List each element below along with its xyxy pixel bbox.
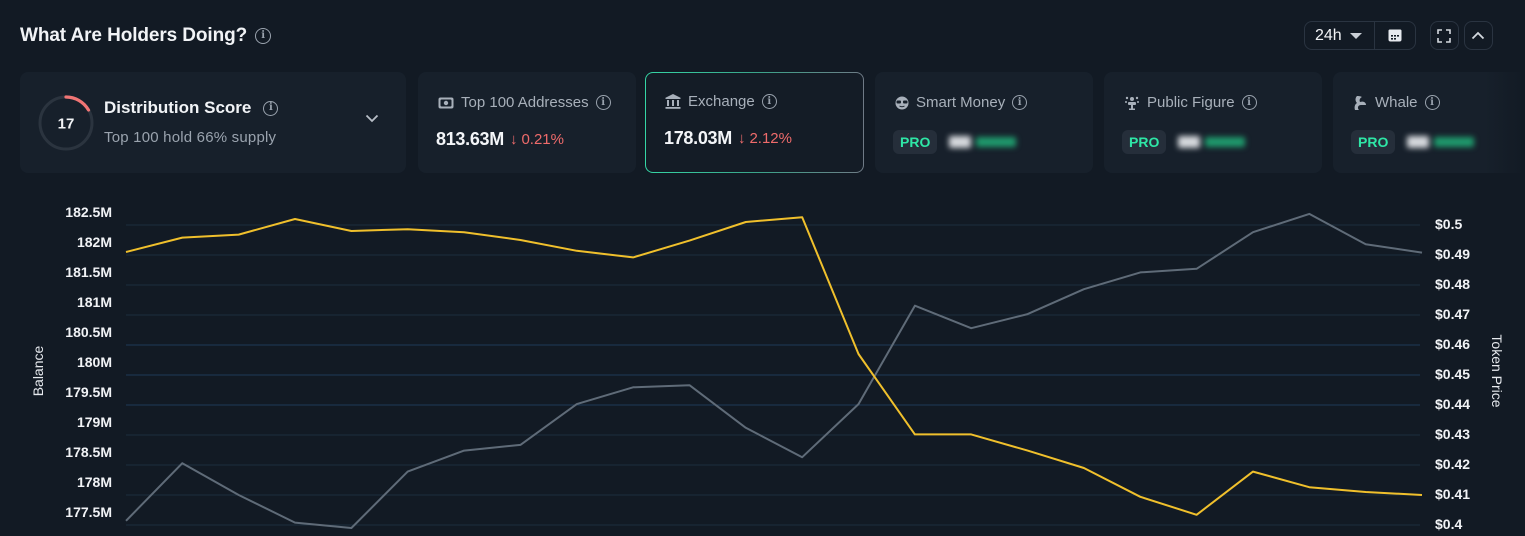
left-axis-tick: 180M <box>76 354 112 370</box>
locked-value <box>1407 136 1475 148</box>
right-axis-tick: $0.45 <box>1435 366 1471 382</box>
distribution-title: Distribution Score <box>104 98 252 117</box>
top100-addresses-card[interactable]: Top 100 Addresses i 813.63M ↓ 0.21% <box>418 72 636 173</box>
top100-change: ↓ 0.21% <box>509 131 564 148</box>
left-axis-tick: 182M <box>76 234 112 250</box>
exchange-change: ↓ 2.12% <box>737 130 792 147</box>
right-axis-tick: $0.41 <box>1435 486 1471 502</box>
locked-value <box>1178 136 1246 148</box>
calendar-icon <box>1388 29 1402 42</box>
left-axis-tick: 180.5M <box>65 324 112 340</box>
top100-label: Top 100 Addresses <box>461 94 589 111</box>
exchange-label: Exchange <box>688 93 755 110</box>
token-price-line[interactable] <box>125 212 1423 529</box>
balance-line[interactable] <box>125 216 1423 516</box>
category-cards: 17 Distribution Score i Top 100 hold 66%… <box>20 72 1525 173</box>
podium-icon <box>1125 96 1139 110</box>
right-axis-tick: $0.46 <box>1435 336 1471 352</box>
collapse-button[interactable] <box>1463 21 1493 50</box>
info-icon[interactable]: i <box>595 95 611 110</box>
right-axis-tick: $0.42 <box>1435 456 1471 472</box>
right-axis-tick: $0.44 <box>1435 396 1471 412</box>
right-axis-tick: $0.4 <box>1435 516 1463 532</box>
info-icon[interactable]: i <box>761 94 777 109</box>
public-figure-label: Public Figure <box>1147 94 1235 111</box>
whale-label: Whale <box>1375 94 1418 111</box>
panel-title: What Are Holders Doing? <box>20 25 248 46</box>
pro-badge[interactable]: PRO <box>893 130 938 154</box>
time-range-group: 24h <box>1304 21 1416 50</box>
chart-plot-area[interactable] <box>0 195 1525 536</box>
top100-value: 813.63M <box>436 129 504 149</box>
left-axis-tick: 182.5M <box>65 204 112 220</box>
pro-badge[interactable]: PRO <box>1122 130 1167 154</box>
left-axis-tick: 181.5M <box>65 264 112 280</box>
distribution-score-card[interactable]: 17 Distribution Score i Top 100 hold 66%… <box>20 72 406 173</box>
caret-down-icon <box>1349 32 1362 39</box>
left-axis-tick: 179M <box>76 414 112 430</box>
right-axis-tick: $0.47 <box>1435 306 1471 322</box>
info-icon[interactable]: i <box>1424 95 1440 110</box>
exchange-value: 178.03M <box>664 128 732 148</box>
calendar-button[interactable] <box>1375 22 1415 49</box>
distribution-score-value: 17 <box>58 116 75 133</box>
left-axis-tick: 178.5M <box>65 444 112 460</box>
info-icon[interactable]: i <box>1241 95 1257 110</box>
smart-money-card[interactable]: Smart Money i PRO <box>875 72 1093 173</box>
right-axis-tick: $0.43 <box>1435 426 1471 442</box>
distribution-gauge: 17 <box>38 95 94 151</box>
scroll-fade <box>1485 72 1525 173</box>
fullscreen-button[interactable] <box>1429 21 1459 50</box>
panel-header: What Are Holders Doing? i <box>20 22 272 50</box>
balance-price-chart: 182.5M 182M 181.5M 181M 180.5M 180M 179.5M 179M… <box>0 195 1525 536</box>
left-axis-tick: 179.5M <box>65 384 112 400</box>
whale-icon <box>1354 95 1366 110</box>
locked-value <box>949 136 1017 148</box>
distribution-subtitle: Top 100 hold 66% supply <box>104 129 277 146</box>
left-axis-tick: 177.5M <box>65 504 112 520</box>
left-axis-tick: 178M <box>76 474 112 490</box>
bank-icon <box>665 94 681 109</box>
right-axis-tick: $0.48 <box>1435 276 1471 292</box>
chevron-up-icon <box>1472 31 1485 40</box>
time-range-dropdown[interactable]: 24h <box>1305 22 1375 49</box>
info-icon[interactable]: i <box>263 100 279 116</box>
right-axis-tick: $0.5 <box>1435 216 1463 232</box>
info-icon[interactable]: i <box>255 28 272 44</box>
money-icon <box>438 97 454 108</box>
chevron-down-icon[interactable] <box>365 114 379 123</box>
panel-controls: 24h <box>1304 21 1493 50</box>
expand-icon <box>1437 28 1452 43</box>
distribution-title-row: Distribution Score i <box>104 98 279 118</box>
pro-badge[interactable]: PRO <box>1351 130 1396 154</box>
time-range-value: 24h <box>1315 26 1342 44</box>
public-figure-card[interactable]: Public Figure i PRO <box>1104 72 1322 173</box>
exchange-card[interactable]: Exchange i 178.03M ↓ 2.12% <box>645 72 864 173</box>
left-axis-tick: 181M <box>76 294 112 310</box>
info-icon[interactable]: i <box>1012 95 1028 110</box>
arrow-down-icon: ↓ <box>509 131 518 148</box>
smart-money-label: Smart Money <box>916 94 1006 111</box>
sunglasses-face-icon <box>895 96 909 109</box>
arrow-down-icon: ↓ <box>737 130 746 147</box>
right-axis-tick: $0.49 <box>1435 246 1471 262</box>
